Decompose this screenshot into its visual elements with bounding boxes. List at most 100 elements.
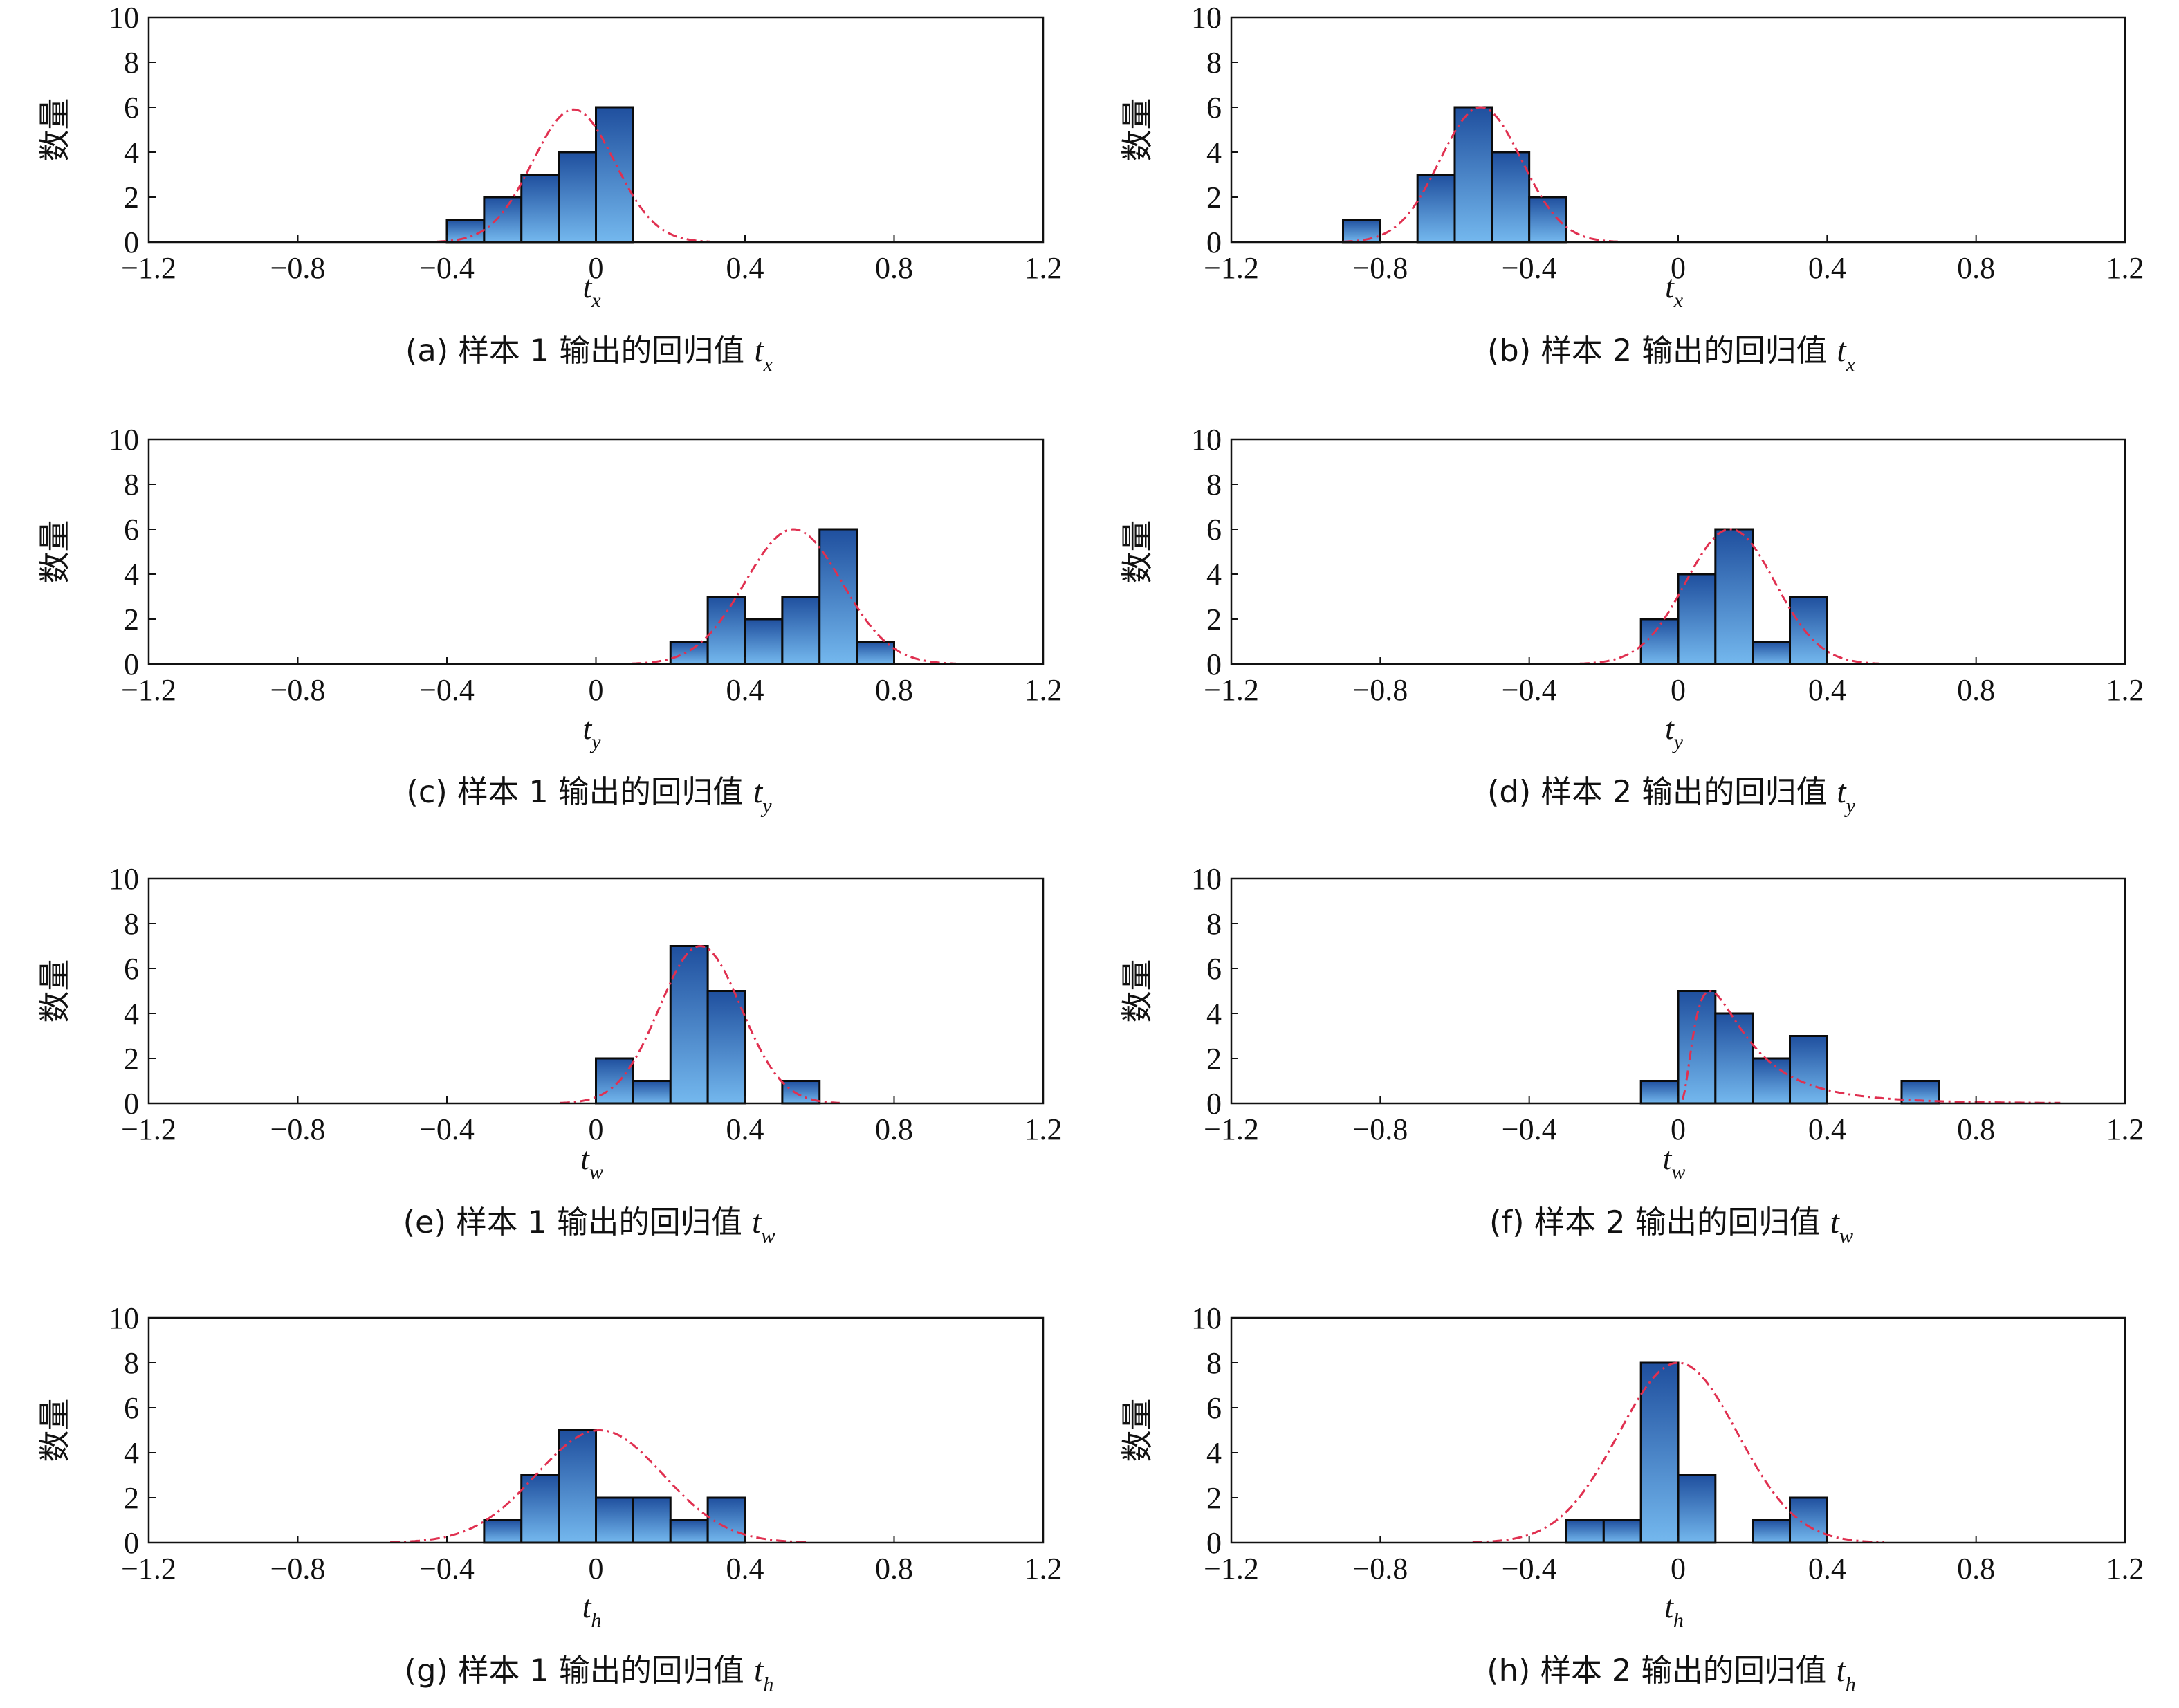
x-tick-label: 1.2 bbox=[2106, 1112, 2144, 1146]
y-tick-label: 2 bbox=[124, 1042, 139, 1076]
y-tick-label: 10 bbox=[109, 1301, 139, 1335]
panel-a: −1.2 −0.8 −0.4 0 0.4 0.8 1.2 0 2 4 6 8 10 数量 tx (a) 样本 … bbox=[36, 1, 1063, 376]
y-tick-label: 2 bbox=[124, 603, 139, 636]
histogram-bar bbox=[595, 1057, 634, 1105]
x-tick-label: −0.4 bbox=[419, 1112, 475, 1146]
histogram-bar bbox=[1677, 990, 1717, 1105]
panel-caption: (d) 样本 2 输出的回归值 ty bbox=[1487, 773, 1856, 817]
x-tick-label: 0.8 bbox=[875, 1112, 913, 1146]
x-tick-label: 0 bbox=[1671, 673, 1686, 707]
histogram-bar bbox=[483, 1519, 523, 1544]
y-tick-label: 4 bbox=[1206, 997, 1222, 1031]
x-tick-label: 0.8 bbox=[875, 1552, 913, 1586]
axes-frame bbox=[147, 438, 1045, 665]
histogram-bar bbox=[632, 1496, 672, 1544]
y-tick-label: 10 bbox=[109, 423, 139, 457]
x-axis-label: tw bbox=[1663, 1141, 1686, 1184]
y-tick-label: 8 bbox=[124, 46, 139, 80]
x-tick-label: 1.2 bbox=[1024, 1112, 1063, 1146]
x-tick-label: −0.8 bbox=[270, 673, 326, 707]
histogram-bar bbox=[1453, 106, 1493, 244]
y-tick-label: 6 bbox=[124, 1391, 139, 1425]
y-tick-label: 10 bbox=[1191, 1301, 1222, 1335]
y-tick-label: 0 bbox=[1206, 226, 1222, 259]
x-tick-label: 1.2 bbox=[1024, 251, 1063, 285]
x-tick-label: 0 bbox=[589, 673, 604, 707]
y-tick-label: 4 bbox=[124, 997, 139, 1031]
histogram-bar bbox=[1639, 1361, 1680, 1544]
histogram-bar bbox=[1639, 1080, 1680, 1105]
panel-b: −1.2 −0.8 −0.4 0 0.4 0.8 1.2 0 2 4 6 8 10 数量 tx (b) 样本 … bbox=[1119, 1, 2144, 376]
histogram-bar bbox=[706, 990, 746, 1105]
y-tick-label: 0 bbox=[124, 1087, 139, 1121]
x-tick-label: −1.2 bbox=[1204, 673, 1259, 707]
histogram-bar bbox=[1789, 1035, 1828, 1105]
y-tick-label: 10 bbox=[109, 1, 139, 35]
histogram-bar bbox=[1528, 196, 1568, 244]
panel-caption: (c) 样本 1 输出的回归值 ty bbox=[406, 773, 772, 817]
x-tick-label: 1.2 bbox=[2106, 251, 2144, 285]
x-axis-label: ty bbox=[1665, 710, 1684, 753]
y-tick-label: 10 bbox=[1191, 423, 1222, 457]
histogram-bar bbox=[595, 1496, 634, 1544]
y-tick-label: 8 bbox=[124, 1346, 139, 1380]
x-tick-label: −0.4 bbox=[1502, 673, 1557, 707]
x-tick-label: 0.8 bbox=[875, 673, 913, 707]
y-tick-label: 2 bbox=[1206, 1481, 1222, 1515]
x-tick-label: −0.4 bbox=[419, 251, 475, 285]
histogram-bar bbox=[744, 618, 784, 665]
x-tick-label: 1.2 bbox=[2106, 1552, 2144, 1586]
x-tick-label: −0.4 bbox=[1502, 1112, 1557, 1146]
panel-caption: (g) 样本 1 输出的回归值 th bbox=[405, 1652, 774, 1696]
x-tick-label: −0.8 bbox=[1352, 1112, 1408, 1146]
x-tick-label: −0.8 bbox=[1352, 1552, 1408, 1586]
x-axis-label: th bbox=[582, 1589, 602, 1632]
fit-curve bbox=[436, 108, 710, 243]
histogram-bar bbox=[1491, 151, 1531, 244]
y-tick-label: 6 bbox=[1206, 91, 1222, 125]
histogram-bar bbox=[1752, 1057, 1792, 1105]
x-axis-label: tw bbox=[580, 1141, 603, 1184]
x-tick-label: −1.2 bbox=[1204, 1552, 1259, 1586]
histogram-bar bbox=[1714, 528, 1754, 665]
y-tick-label: 8 bbox=[1206, 907, 1222, 941]
x-tick-label: 0.4 bbox=[726, 1112, 764, 1146]
y-axis-label: 数量 bbox=[36, 520, 73, 584]
y-tick-label: 6 bbox=[1206, 1391, 1222, 1425]
fit-curve bbox=[390, 1429, 809, 1543]
panel-g: −1.2 −0.8 −0.4 0 0.4 0.8 1.2 0 2 4 6 8 10 数量 th (g) 样本 … bbox=[36, 1301, 1063, 1696]
y-tick-label: 4 bbox=[124, 1436, 139, 1470]
y-tick-label: 8 bbox=[1206, 1346, 1222, 1380]
x-tick-label: 0.4 bbox=[726, 673, 764, 707]
x-tick-label: −0.8 bbox=[270, 1112, 326, 1146]
fit-curve bbox=[632, 528, 956, 665]
histogram-bar bbox=[1416, 174, 1456, 244]
x-tick-label: 0 bbox=[589, 251, 604, 285]
y-tick-label: 0 bbox=[124, 226, 139, 259]
x-tick-label: −1.2 bbox=[121, 673, 176, 707]
y-tick-label: 6 bbox=[124, 513, 139, 547]
y-tick-label: 6 bbox=[124, 91, 139, 125]
histogram-bar bbox=[669, 945, 709, 1105]
x-tick-label: 0.8 bbox=[1957, 251, 1995, 285]
x-tick-label: 1.2 bbox=[1024, 673, 1063, 707]
x-tick-label: 0.4 bbox=[1808, 673, 1846, 707]
histogram-bar bbox=[706, 1496, 746, 1544]
histogram-bar bbox=[818, 528, 858, 665]
x-tick-label: −0.4 bbox=[419, 1552, 475, 1586]
histogram-bar bbox=[706, 596, 746, 665]
x-tick-label: 0.8 bbox=[875, 251, 913, 285]
panel-d: −1.2 −0.8 −0.4 0 0.4 0.8 1.2 0 2 4 6 8 10 数量 ty (d) 样本 … bbox=[1119, 423, 2144, 817]
histogram-bar bbox=[669, 1519, 709, 1544]
y-tick-label: 4 bbox=[124, 558, 139, 591]
panel-caption: (h) 样本 2 输出的回归值 th bbox=[1487, 1652, 1856, 1696]
y-tick-label: 8 bbox=[1206, 468, 1222, 502]
histogram-bar bbox=[595, 106, 634, 244]
y-tick-label: 2 bbox=[1206, 1042, 1222, 1076]
y-tick-label: 2 bbox=[1206, 603, 1222, 636]
x-tick-label: 0.8 bbox=[1957, 673, 1995, 707]
y-tick-label: 0 bbox=[1206, 648, 1222, 681]
y-tick-label: 8 bbox=[124, 907, 139, 941]
histogram-bar bbox=[1752, 641, 1792, 665]
x-tick-label: −1.2 bbox=[121, 1112, 176, 1146]
